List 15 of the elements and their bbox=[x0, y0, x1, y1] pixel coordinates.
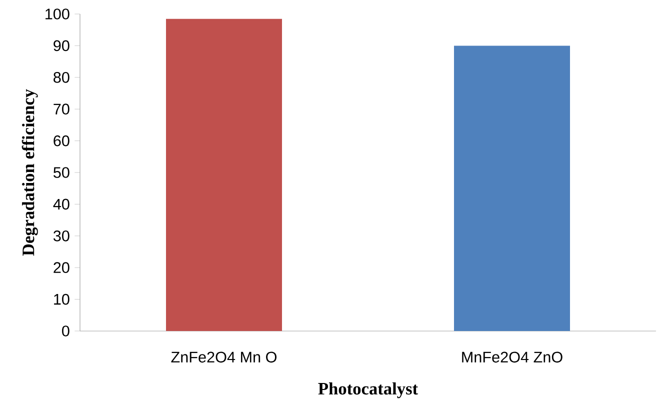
y-tick-label: 30 bbox=[53, 230, 70, 242]
y-tick-label: 0 bbox=[62, 326, 70, 336]
x-tick-label: ZnFe2O4 Mn O bbox=[171, 352, 277, 363]
x-axis-title: Photocatalyst bbox=[318, 382, 418, 398]
y-axis-title: Degradation efficiency bbox=[22, 89, 38, 256]
x-tick-label: MnFe2O4 ZnO bbox=[462, 352, 562, 363]
y-tick-label: 90 bbox=[54, 40, 70, 52]
y-tick-label: 10 bbox=[54, 294, 70, 305]
y-tick-label: 40 bbox=[53, 198, 70, 210]
y-tick-label: 50 bbox=[54, 167, 70, 178]
y-tick-label: 70 bbox=[54, 104, 70, 115]
y-tick-label: 60 bbox=[54, 135, 70, 146]
y-tick-label: 100 bbox=[46, 8, 70, 20]
y-tick-label: 20 bbox=[54, 262, 70, 274]
y-tick-label: 80 bbox=[54, 72, 70, 83]
